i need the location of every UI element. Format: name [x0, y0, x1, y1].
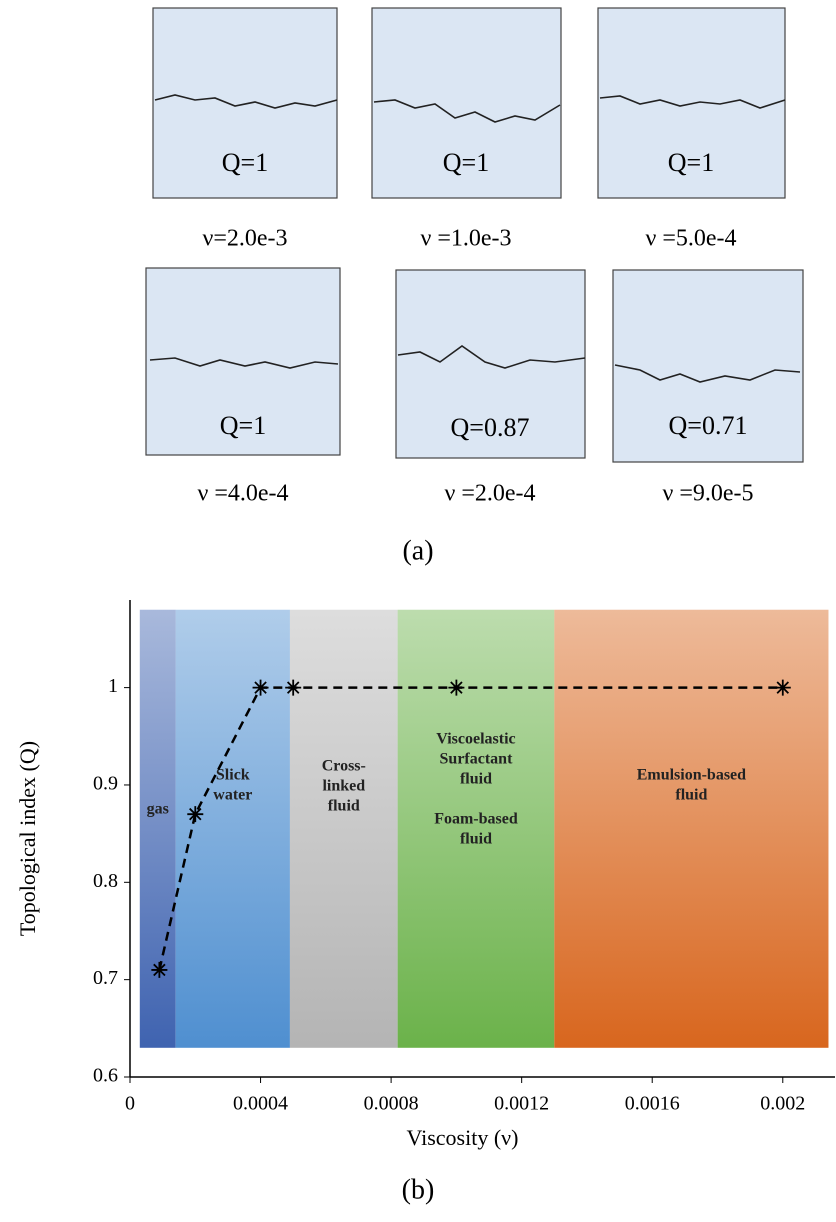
- data-point: [151, 961, 168, 978]
- region-label: Foam-based: [434, 811, 518, 828]
- fracture: [149, 357, 339, 369]
- region-label: fluid: [460, 771, 492, 788]
- y-tick-label: 0.6: [93, 1065, 118, 1087]
- region: [175, 609, 290, 1048]
- q-label: Q=0.71: [669, 411, 748, 440]
- data-point: [774, 679, 791, 696]
- region-label: linked: [322, 778, 365, 795]
- q-label: Q=1: [443, 148, 489, 177]
- region-label: Viscoelastic: [436, 731, 515, 748]
- data-point: [448, 679, 465, 696]
- region-label: water: [213, 787, 252, 804]
- region-label: fluid: [460, 831, 492, 848]
- y-tick-label: 0.8: [93, 870, 118, 892]
- region: [139, 609, 176, 1048]
- data-point: [187, 806, 204, 823]
- region-label: gas: [147, 801, 169, 818]
- region-label: Emulsion-based: [637, 767, 746, 784]
- region-label: Slick: [216, 767, 250, 784]
- region: [397, 609, 555, 1048]
- viscosity-label: ν =9.0e-5: [662, 481, 753, 507]
- y-tick-label: 0.9: [93, 773, 118, 795]
- region-label: fluid: [675, 787, 707, 804]
- x-tick-label: 0.0008: [364, 1093, 419, 1115]
- panel-box: [612, 269, 804, 463]
- y-axis-title: Topological index (Q): [15, 741, 40, 936]
- x-tick-label: 0: [125, 1093, 135, 1115]
- viscosity-label: ν =5.0e-4: [645, 226, 736, 252]
- x-tick-label: 0.0016: [625, 1093, 680, 1115]
- fracture: [599, 95, 786, 109]
- q-label: Q=0.87: [451, 413, 530, 442]
- q-label: Q=1: [222, 148, 268, 177]
- q-label: Q=1: [668, 148, 714, 177]
- q-label: Q=1: [220, 411, 266, 440]
- x-tick-label: 0.002: [760, 1093, 805, 1115]
- region: [289, 609, 398, 1048]
- viscosity-label: ν =1.0e-3: [420, 226, 511, 252]
- caption: (b): [402, 1174, 435, 1205]
- data-line: [158, 686, 783, 971]
- region-label: Cross-: [322, 758, 366, 775]
- fracture: [154, 94, 338, 109]
- fracture: [373, 99, 561, 123]
- y-tick-label: 1: [108, 675, 118, 697]
- panel-box: [145, 267, 341, 456]
- x-tick-label: 0.0004: [233, 1093, 288, 1115]
- y-tick-label: 0.7: [93, 967, 118, 989]
- fracture: [397, 345, 586, 369]
- panel-box: [152, 7, 338, 199]
- fracture: [614, 364, 801, 383]
- region-label: Surfactant: [440, 751, 514, 768]
- x-tick-label: 0.0012: [494, 1093, 549, 1115]
- region: [554, 609, 829, 1048]
- x-axis-title: Viscosity (ν): [407, 1125, 519, 1150]
- caption: (a): [402, 535, 433, 566]
- data-point: [252, 679, 269, 696]
- viscosity-label: ν =2.0e-4: [444, 481, 535, 507]
- viscosity-label: ν=2.0e-3: [202, 226, 287, 252]
- panel-a: [145, 7, 804, 463]
- data-point: [285, 679, 302, 696]
- region-label: fluid: [328, 798, 360, 815]
- viscosity-label: ν =4.0e-4: [197, 481, 288, 507]
